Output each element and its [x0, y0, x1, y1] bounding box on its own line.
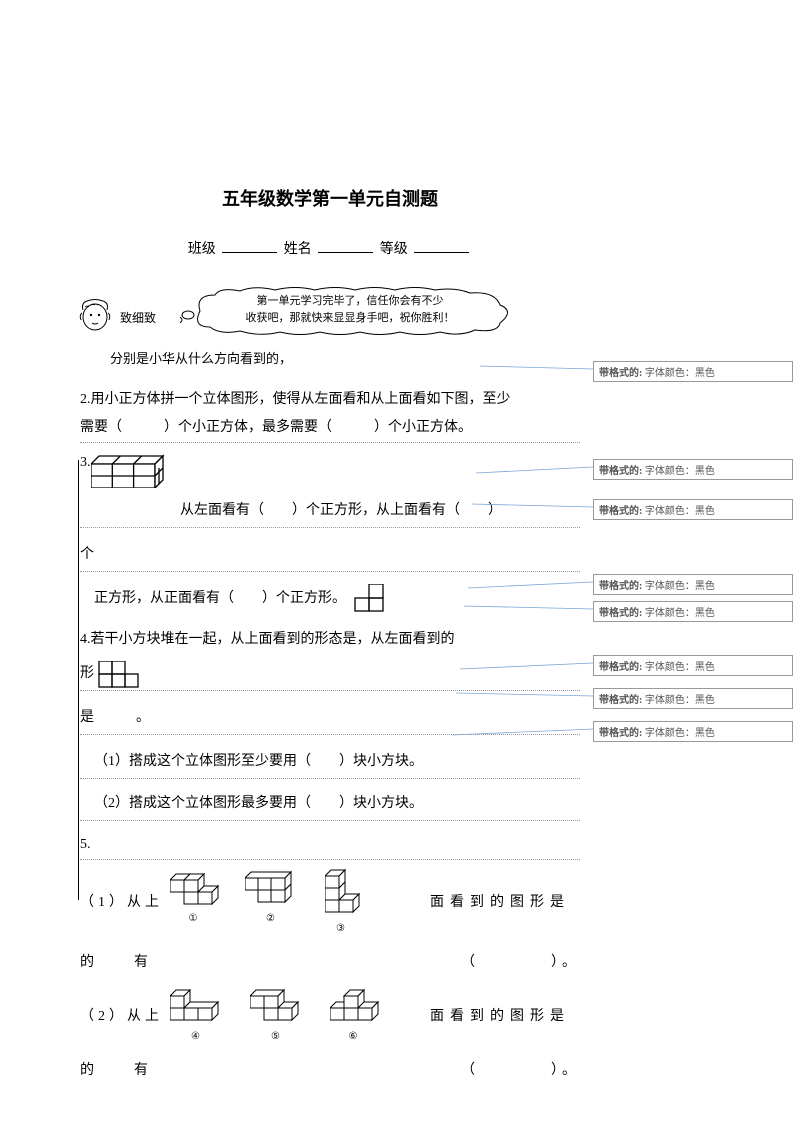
q3-text-a: 从左面看有（ ）个正方形，从上面看有（ ）	[80, 496, 580, 528]
q5-shape-6: ⑥	[330, 986, 380, 1048]
name-label: 姓名	[284, 242, 312, 257]
q4-sub2: （2）搭成这个立体图形最多要用（ ）块小方块。	[80, 789, 580, 821]
format-annotation: 带格式的: 字体颜色：黑色	[593, 721, 793, 742]
q5-sub1: 的 有 （ ）。	[80, 948, 580, 979]
cuboid-3x2-figure	[91, 448, 171, 488]
margin-line	[78, 460, 79, 900]
format-annotation: 带格式的: 字体颜色：黑色	[593, 688, 793, 709]
question-4: 4.若干小方块堆在一起，从上面看到的形态是，从左面看到的	[80, 626, 580, 654]
format-annotation: 带格式的: 字体颜色：黑色	[593, 499, 793, 520]
header-fields: 班级 姓名 等级	[80, 235, 580, 266]
class-blank[interactable]	[222, 252, 277, 253]
q4-sub1: （1）搭成这个立体图形至少要用（ ）块小方块。	[80, 747, 580, 779]
q5-row2: （2）从上 ④	[80, 986, 580, 1048]
grade-label: 等级	[380, 242, 408, 257]
grade-blank[interactable]	[414, 252, 469, 253]
question-5-label: 5.	[80, 831, 580, 860]
q5-shape-4: ④	[170, 986, 225, 1048]
mascot-face-icon	[75, 295, 115, 335]
mascot-callout: 致细致 第一单元学习完毕了，信任你会有不少 收获吧，那就快来显显身手吧，祝你胜利…	[80, 290, 580, 340]
q3-cont: 正方形，从正面看有（ ）个正方形。	[80, 584, 580, 615]
name-blank[interactable]	[318, 252, 373, 253]
speech-cloud: 第一单元学习完毕了，信任你会有不少 收获吧，那就快来显显身手吧，祝你胜利！	[180, 285, 520, 337]
question-3-row: 3.	[80, 448, 580, 488]
page-title: 五年级数学第一单元自测题	[80, 180, 580, 220]
mascot-under-text: 分别是小华从什么方向看到的，	[80, 345, 580, 374]
format-annotation: 带格式的: 字体颜色：黑色	[593, 361, 793, 382]
q3-label: 3.	[80, 448, 91, 479]
q5-shapes-group-2: ④ ⑤	[170, 986, 380, 1048]
q5-shape-1: ①	[170, 868, 220, 940]
q3-ge: 个	[80, 540, 580, 572]
q5-shapes-group-1: ① ②	[170, 868, 360, 940]
q4-left-shape	[98, 661, 140, 689]
q5-row1-left: （1）从上	[80, 888, 170, 919]
format-annotation: 带格式的: 字体颜色：黑色	[593, 574, 793, 595]
worksheet-content: 五年级数学第一单元自测题 班级 姓名 等级 致细致	[80, 180, 580, 1092]
q5-row2-right: 面看到的图形是	[380, 1002, 580, 1033]
q5-sub2: 的 有 （ ）。	[80, 1056, 580, 1087]
q3-inline-shape	[354, 584, 384, 612]
format-annotation: 带格式的: 字体颜色：黑色	[593, 655, 793, 676]
format-annotation: 带格式的: 字体颜色：黑色	[593, 459, 793, 480]
q5-row1-right: 面看到的图形是	[360, 888, 580, 919]
class-label: 班级	[188, 242, 216, 257]
question-2: 2.用小正方体拼一个立体图形，使得从左面看和从上面看如下图，至少 需要（ ）个小…	[80, 386, 580, 443]
mascot-aside: 致细致	[120, 305, 156, 331]
cloud-text: 第一单元学习完毕了，信任你会有不少 收获吧，那就快来显显身手吧，祝你胜利！	[220, 293, 480, 326]
q4-shape-row: 形	[80, 659, 580, 691]
format-annotation: 带格式的: 字体颜色：黑色	[593, 601, 793, 622]
q5-shape-5: ⑤	[250, 986, 305, 1048]
q5-shape-2: ②	[245, 868, 300, 940]
q4-shi: 是 。	[80, 703, 580, 735]
q5-shape-3: ③	[325, 868, 360, 940]
q5-row2-left: （2）从上	[80, 1002, 170, 1033]
q5-row1: （1）从上 ①	[80, 868, 580, 940]
